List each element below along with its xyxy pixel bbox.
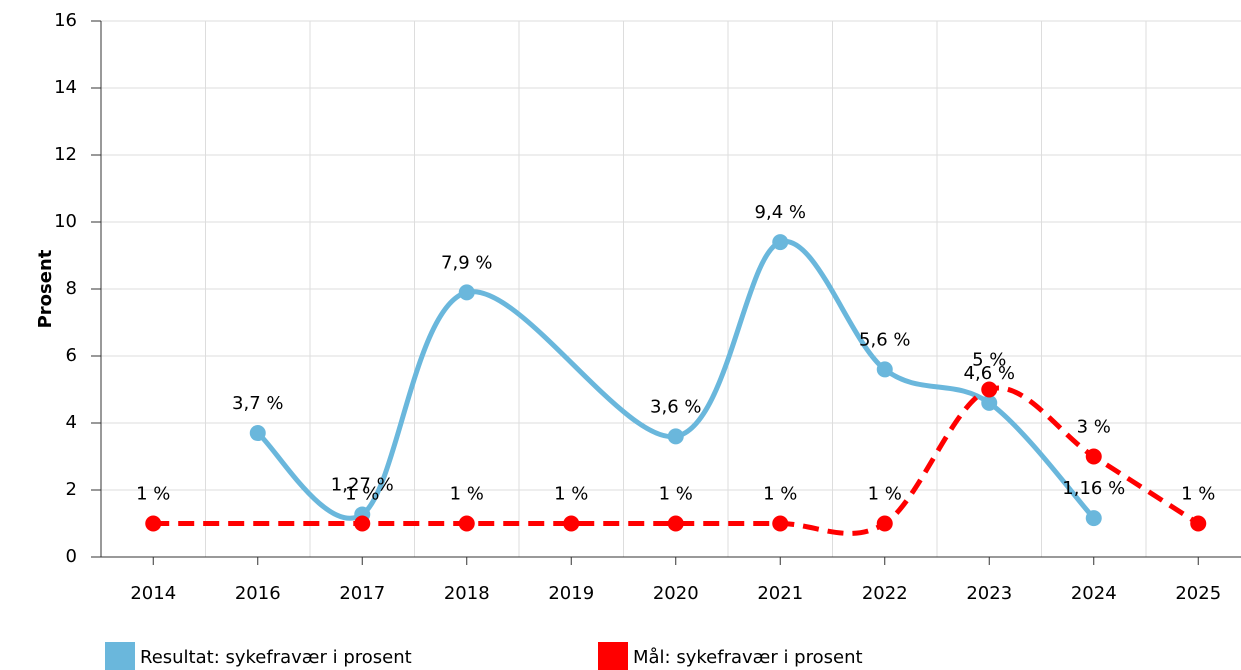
y-tick-label: 8 — [66, 278, 77, 299]
y-tick-label: 12 — [54, 144, 77, 165]
legend-label: Mål: sykefravær i prosent — [633, 647, 863, 668]
point — [563, 515, 580, 532]
x-tick-label: 2014 — [130, 583, 176, 604]
point — [145, 515, 162, 532]
data-label: 5,6 % — [859, 329, 910, 350]
x-tick-label: 2020 — [653, 583, 699, 604]
data-label: 9,4 % — [755, 202, 806, 223]
data-label: 3 % — [1077, 417, 1111, 438]
point — [354, 515, 371, 532]
y-tick-label: 6 — [66, 345, 77, 366]
y-tick-label: 16 — [54, 10, 77, 31]
x-tick-label: 2023 — [966, 583, 1012, 604]
data-label: 1 % — [450, 484, 484, 505]
point — [458, 515, 475, 532]
point — [772, 234, 789, 251]
y-tick-label: 2 — [66, 479, 77, 500]
point — [1190, 515, 1207, 532]
point — [667, 428, 684, 445]
data-label: 1 % — [868, 484, 902, 505]
x-tick-label: 2016 — [235, 583, 281, 604]
x-tick-label: 2025 — [1175, 583, 1221, 604]
point — [772, 515, 789, 532]
data-label: 1 % — [1181, 484, 1215, 505]
data-label: 1 % — [136, 484, 170, 505]
data-label: 4,6 % — [964, 363, 1015, 384]
data-label: 3,7 % — [232, 393, 283, 414]
x-tick-label: 2017 — [339, 583, 385, 604]
y-axis-label: Prosent — [35, 249, 56, 328]
data-label: 1 % — [554, 484, 588, 505]
x-tick-label: 2021 — [757, 583, 803, 604]
data-label: 1 % — [345, 484, 379, 505]
y-tick-label: 10 — [54, 211, 77, 232]
point — [981, 394, 998, 411]
data-label: 1 % — [659, 484, 693, 505]
data-label: 1 % — [763, 484, 797, 505]
data-label: 7,9 % — [441, 252, 492, 273]
point — [1085, 510, 1102, 527]
x-tick-label: 2022 — [862, 583, 908, 604]
data-label: 1,27 % — [331, 474, 394, 495]
y-tick-label: 4 — [66, 412, 77, 433]
point — [876, 361, 893, 378]
data-label: 1,16 % — [1062, 478, 1125, 499]
legend-swatch — [598, 642, 628, 670]
data-label: 5 % — [972, 350, 1006, 371]
legend-swatch — [105, 642, 135, 670]
legend-label: Resultat: sykefravær i prosent — [140, 647, 412, 668]
series-line — [153, 385, 1200, 536]
x-tick-label: 2024 — [1071, 583, 1117, 604]
y-tick-label: 0 — [66, 546, 77, 567]
point — [667, 515, 684, 532]
x-tick-label: 2019 — [548, 583, 594, 604]
series-line — [256, 238, 1096, 521]
point — [458, 284, 475, 301]
point — [876, 515, 893, 532]
point — [981, 381, 998, 398]
y-tick-label: 14 — [54, 77, 77, 98]
data-label: 3,6 % — [650, 396, 701, 417]
point — [1085, 448, 1102, 465]
point — [249, 425, 266, 442]
x-tick-label: 2018 — [444, 583, 490, 604]
